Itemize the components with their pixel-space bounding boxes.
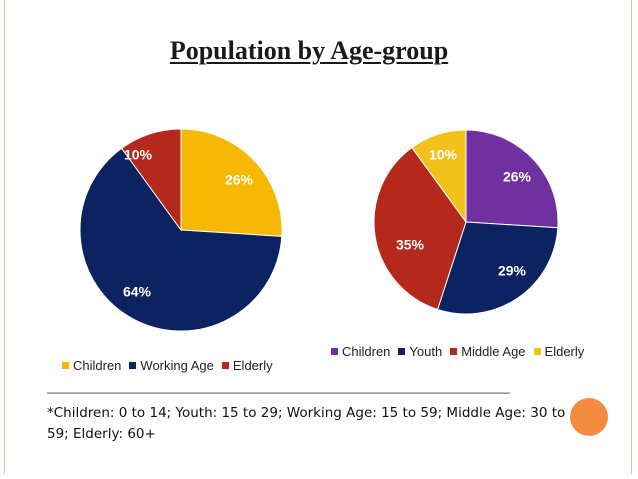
legend-label: Youth xyxy=(409,344,443,359)
legend-item-middle-age: Middle Age xyxy=(450,344,526,359)
legend-chart-1: Children Working Age Elderly xyxy=(62,358,281,373)
data-label-youth: 29% xyxy=(498,263,527,279)
age-definition-note: *Children: 0 to 14; Youth: 15 to 29; Wor… xyxy=(47,405,566,442)
pie-slice-children xyxy=(180,128,283,237)
slide-title-text: Population by Age-group xyxy=(169,36,449,65)
legend-swatch xyxy=(129,362,137,369)
legend-item-working-age: Working Age xyxy=(129,358,214,373)
slide-frame xyxy=(4,4,632,474)
legend-swatch xyxy=(398,348,406,355)
legend-label: Children xyxy=(342,344,391,359)
legend-swatch xyxy=(221,362,229,369)
legend-swatch xyxy=(62,362,69,369)
separator-line: ________________________________________… xyxy=(47,379,510,394)
legend-item-children: Children xyxy=(62,358,121,373)
data-label-working-age: 64% xyxy=(123,284,152,300)
slide-frame-top xyxy=(4,0,632,4)
pie-slice-elderly xyxy=(120,128,182,232)
pie-slice-working-age xyxy=(79,147,283,332)
legend-label: Children xyxy=(73,358,122,373)
pie-slice-elderly xyxy=(411,129,467,224)
legend-swatch xyxy=(450,348,458,355)
data-label-elderly: 10% xyxy=(429,147,458,163)
data-label-children: 26% xyxy=(503,169,532,185)
slide-title: Population by Age-group xyxy=(0,36,618,66)
legend-label: Elderly xyxy=(232,358,273,373)
legend-swatch xyxy=(533,348,541,355)
pie-slice-youth xyxy=(436,221,559,315)
legend-item-elderly: Elderly xyxy=(533,344,585,359)
legend-item-youth: Youth xyxy=(398,344,442,359)
legend-label: Middle Age xyxy=(461,344,526,359)
data-label-children: 26% xyxy=(225,172,254,188)
pie-slice-children xyxy=(465,129,559,229)
legend-chart-2: Children Youth Middle Age Elderly xyxy=(331,344,592,359)
data-label-middle-age: 35% xyxy=(396,237,425,253)
legend-label: Elderly xyxy=(544,344,585,359)
data-label-elderly: 10% xyxy=(124,147,153,163)
legend-swatch xyxy=(331,348,338,355)
accent-dot xyxy=(570,398,608,436)
legend-item-elderly: Elderly xyxy=(221,358,273,373)
legend-item-children: Children xyxy=(331,344,390,359)
legend-label: Working Age xyxy=(140,358,214,373)
pie-slice-middle-age xyxy=(373,146,467,311)
